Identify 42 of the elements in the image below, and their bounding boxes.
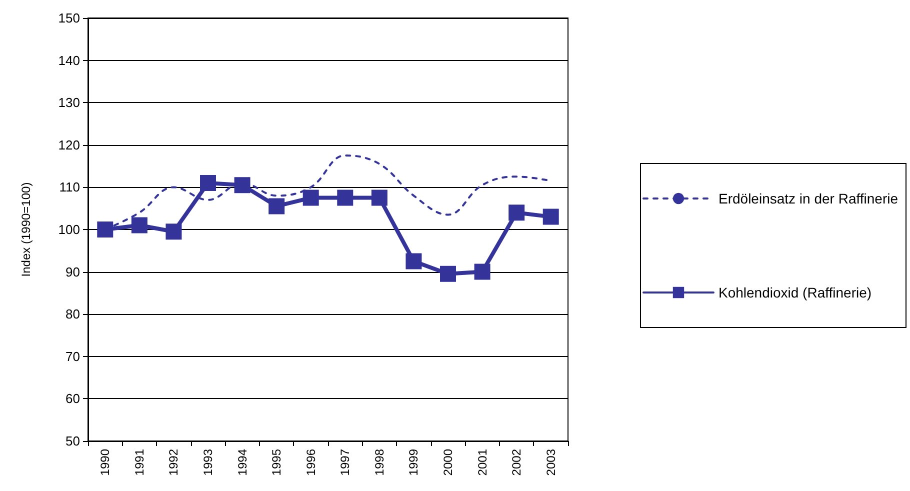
point [131, 217, 148, 234]
legend-label: Erdöleinsatz in der Raffinerie [718, 190, 898, 206]
x-tick-label: 1994 [235, 448, 250, 476]
x-tick-label: 2002 [510, 448, 524, 476]
y-tick-label: 80 [66, 306, 80, 322]
x-tick-label: 1992 [166, 448, 181, 476]
y-tick-label: 150 [58, 10, 80, 26]
y-tick-label: 130 [58, 95, 80, 110]
x-tick-label: 2000 [441, 448, 455, 476]
point [508, 204, 525, 221]
x-tick-label: 1998 [372, 448, 386, 476]
x-tick-label: 2003 [544, 448, 558, 476]
y-axis-title: Index (1990=100) [19, 182, 33, 277]
x-tick-label: 1990 [98, 448, 112, 476]
point [371, 190, 388, 206]
y-tick-label: 110 [59, 180, 80, 195]
point [268, 198, 285, 214]
x-tick-label: 1996 [304, 448, 318, 476]
point [200, 174, 216, 191]
y-tick-label: 50 [66, 434, 80, 448]
y-tick-label: 120 [58, 137, 80, 152]
point [474, 264, 490, 280]
point [406, 253, 422, 270]
point [440, 266, 456, 282]
point [302, 190, 319, 206]
y-tick-label: 140 [58, 52, 80, 68]
x-tick-label: 1993 [201, 448, 215, 476]
point [542, 208, 559, 225]
y-tick-label: 100 [58, 222, 80, 237]
y-tick-label: 70 [66, 348, 80, 364]
point [166, 224, 182, 240]
y-tick-label: 90 [66, 264, 80, 280]
point [337, 190, 354, 206]
x-tick-label: 2001 [475, 448, 490, 476]
y-tick-label: 60 [66, 391, 80, 406]
x-tick-label: 1991 [132, 448, 146, 476]
x-tick-label: 1999 [406, 448, 421, 476]
point [97, 222, 114, 238]
point [234, 177, 250, 194]
x-tick-label: 1997 [338, 448, 352, 476]
legend-label: Kohlendioxid (Raffinerie) [718, 284, 872, 300]
x-tick-label: 1995 [270, 448, 284, 476]
